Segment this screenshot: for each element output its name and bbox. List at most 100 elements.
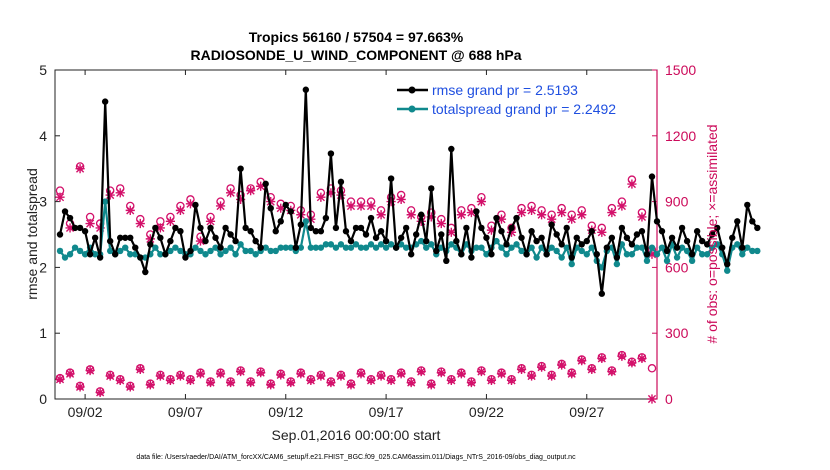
totalspread-point (734, 241, 741, 248)
rmse-point (277, 218, 284, 225)
right-axis-label: # of obs: o=possible; ×=assimilated (704, 124, 720, 343)
obs-assimilated-marker (266, 197, 276, 207)
data-file-footnote: data file: /Users/raeder/DAI/ATM_forcXX/… (136, 454, 576, 461)
totalspread-point (237, 241, 244, 248)
totalspread-point (703, 251, 711, 258)
rmse-point (493, 214, 500, 222)
x-tick-label: 09/12 (268, 404, 303, 420)
rmse-point (714, 224, 721, 232)
rmse-point (56, 231, 64, 238)
totalspread-point (101, 198, 109, 205)
totalspread-point (232, 251, 239, 258)
totalspread-point (683, 247, 691, 255)
obs-assimilated-marker (637, 212, 647, 222)
rmse-point (282, 201, 289, 209)
rmse-point (147, 241, 154, 248)
x-axis-ticks: 09/02 09/07 09/12 09/17 09/22 09/27 (68, 70, 604, 420)
obs-assimilated-marker (155, 371, 165, 381)
left-tick-label: 4 (39, 128, 47, 144)
rmse-point (307, 224, 315, 232)
totalspread-point (222, 247, 229, 255)
rmse-point (232, 237, 239, 245)
rmse-point (708, 231, 716, 238)
totalspread-point (312, 244, 320, 251)
obs-assimilated-marker (246, 377, 256, 388)
obs-assimilated-marker (547, 214, 557, 224)
obs-assimilated-marker (105, 371, 115, 381)
totalspread-point (267, 247, 274, 255)
rmse-point (127, 234, 134, 241)
rmse-point (407, 251, 415, 258)
obs-assimilated-marker (647, 394, 657, 404)
totalspread-point (157, 251, 164, 258)
totalspread-point (277, 244, 284, 251)
rmse-point (683, 237, 691, 245)
obs-assimilated-marker (416, 216, 426, 226)
totalspread-point (663, 257, 671, 265)
rmse-point (538, 234, 545, 241)
rmse-point (558, 241, 565, 248)
rmse-point (433, 247, 440, 255)
totalspread-point (282, 244, 289, 251)
totalspread-point (217, 251, 224, 258)
obs-assimilated-marker (165, 216, 175, 226)
obs-assimilated-marker (406, 377, 416, 388)
obs-assimilated-marker (526, 205, 537, 215)
obs-assimilated-marker (617, 351, 627, 361)
obs-assimilated-marker (617, 201, 627, 211)
rmse-point (262, 180, 269, 188)
obs-assimilated-marker (356, 369, 366, 379)
rmse-point (172, 224, 179, 232)
obs-assimilated-marker (577, 356, 587, 366)
rmse-point (342, 228, 350, 235)
rmse-point (222, 224, 229, 232)
rmse-point (86, 251, 94, 258)
obs-assimilated-marker (105, 190, 115, 200)
totalspread-point (382, 244, 390, 251)
totalspread-point (227, 244, 234, 251)
rmse-point (503, 241, 510, 248)
totalspread-point (197, 247, 204, 255)
totalspread-point (643, 257, 651, 265)
obs-assimilated-marker (607, 366, 617, 377)
obs-assimilated-marker (195, 369, 206, 379)
legend[interactable]: rmse grand pr = 2.5193 totalspread grand… (390, 76, 651, 120)
obs-assimilated-marker (396, 194, 406, 205)
obs-assimilated-marker (346, 201, 356, 211)
rmse-point (76, 224, 84, 232)
rmse-point (117, 234, 124, 241)
totalspread-point (428, 241, 435, 248)
totalspread-point (673, 254, 681, 261)
rmse-point (628, 241, 636, 248)
rmse-point (603, 244, 611, 251)
totalspread-point (402, 244, 410, 251)
obs-assimilated-marker (195, 236, 206, 246)
totalspread-point (533, 254, 540, 261)
rmse-point (438, 231, 445, 238)
rmse-point (608, 234, 616, 241)
obs-assimilated-marker (246, 186, 256, 196)
totalspread-point (648, 244, 656, 251)
rmse-point (734, 218, 741, 225)
rmse-point (678, 224, 686, 232)
rmse-point (648, 173, 656, 180)
totalspread-point (563, 244, 570, 251)
totalspread-point (81, 251, 89, 258)
rmse-point (563, 224, 570, 232)
x-tick-label: 09/27 (569, 404, 604, 420)
rmse-point (152, 224, 159, 232)
totalspread-point (418, 237, 425, 245)
rmse-point (122, 234, 129, 241)
rmse-point (653, 218, 661, 225)
rmse-point (513, 214, 520, 222)
left-axis-ticks: 0 1 2 3 4 5 (39, 62, 60, 407)
rmse-point (227, 231, 234, 238)
chart-title-line-1: Tropics 56160 / 57504 = 97.663% (249, 29, 464, 45)
obs-assimilated-marker (175, 205, 186, 215)
totalspread-point (352, 241, 360, 248)
totalspread-point (698, 251, 706, 258)
totalspread-point (423, 244, 430, 251)
rmse-point (739, 244, 746, 251)
x-tick-label: 09/07 (168, 404, 203, 420)
obs-assimilated-marker (266, 380, 276, 390)
